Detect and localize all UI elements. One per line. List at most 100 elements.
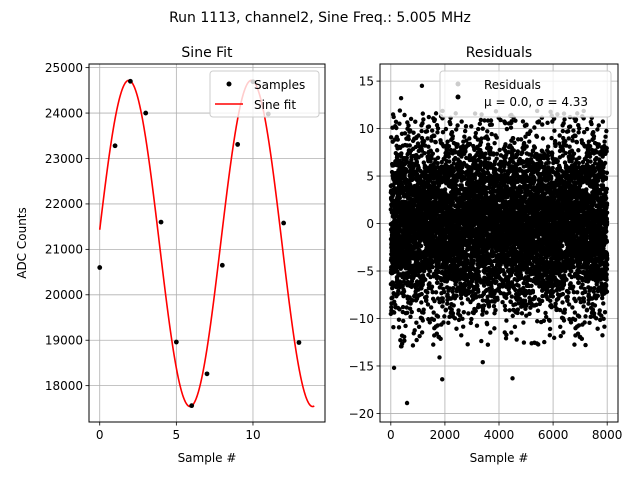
sample-point bbox=[219, 262, 225, 268]
residual-point bbox=[516, 283, 521, 288]
residual-point bbox=[461, 324, 466, 329]
residual-point bbox=[483, 151, 488, 156]
residual-point bbox=[454, 178, 459, 183]
residual-point bbox=[454, 127, 459, 132]
residual-point bbox=[451, 303, 456, 308]
residual-point bbox=[434, 331, 439, 336]
residual-point bbox=[399, 151, 404, 156]
residual-point bbox=[469, 316, 474, 322]
residual-point bbox=[420, 121, 425, 126]
legend-samples-marker bbox=[226, 81, 232, 87]
residual-point bbox=[458, 283, 463, 289]
residual-point bbox=[417, 333, 422, 339]
residual-point bbox=[451, 168, 457, 174]
x-tick-label: 8000 bbox=[592, 428, 623, 442]
residual-point bbox=[408, 314, 413, 319]
y-tick-label: 21000 bbox=[45, 243, 83, 257]
residual-point bbox=[425, 290, 430, 295]
residual-point bbox=[431, 317, 437, 323]
residual-point bbox=[456, 191, 462, 196]
residual-point bbox=[450, 289, 455, 294]
sample-point bbox=[235, 142, 241, 147]
residual-point bbox=[471, 258, 476, 264]
residual-point bbox=[412, 328, 417, 333]
residual-point bbox=[440, 299, 445, 304]
residual-point bbox=[467, 141, 473, 147]
sample-point bbox=[204, 371, 210, 377]
y-tick-label: 18000 bbox=[45, 379, 83, 393]
residual-point bbox=[454, 293, 459, 299]
residual-point bbox=[504, 126, 510, 132]
residual-point bbox=[390, 295, 395, 300]
residual-point bbox=[416, 133, 421, 138]
residual-point bbox=[468, 320, 473, 326]
y-tick-label: −20 bbox=[349, 407, 374, 421]
residual-point bbox=[424, 294, 429, 300]
residual-point bbox=[465, 342, 470, 347]
residual-point bbox=[420, 111, 426, 116]
residual-point bbox=[512, 324, 518, 330]
residual-point bbox=[450, 311, 456, 316]
residual-point bbox=[479, 338, 484, 344]
residual-point bbox=[398, 337, 403, 343]
residual-point bbox=[422, 151, 427, 156]
residual-point bbox=[428, 305, 434, 310]
residual-point bbox=[421, 138, 427, 144]
y-tick-label: 0 bbox=[366, 217, 374, 231]
residual-point bbox=[514, 337, 519, 342]
residual-point bbox=[448, 121, 453, 127]
residual-point bbox=[418, 243, 424, 249]
residual-point bbox=[458, 295, 464, 301]
residual-point bbox=[435, 323, 440, 328]
residual-point bbox=[459, 154, 464, 159]
residual-point bbox=[399, 183, 405, 189]
residual-point bbox=[401, 292, 406, 298]
residual-point bbox=[406, 123, 411, 128]
residual-point bbox=[432, 133, 437, 139]
residual-point bbox=[481, 303, 487, 308]
residual-point bbox=[430, 151, 436, 156]
x-tick-label: 0 bbox=[96, 428, 104, 442]
residual-point bbox=[415, 141, 421, 146]
residual-point bbox=[519, 311, 525, 316]
residual-point bbox=[447, 314, 452, 320]
x-tick-label: 6000 bbox=[538, 428, 569, 442]
residual-point bbox=[393, 119, 399, 124]
residual-point bbox=[478, 160, 483, 166]
residuals-data bbox=[388, 83, 610, 406]
residual-point bbox=[394, 125, 399, 131]
residual-point bbox=[497, 147, 502, 153]
residual-point bbox=[504, 332, 509, 338]
residual-point bbox=[433, 111, 439, 116]
x-tick-label: 2000 bbox=[430, 428, 461, 442]
residual-point bbox=[419, 128, 424, 134]
residual-point bbox=[484, 190, 489, 195]
residuals-panel: Residuals 0 2000 4000 6000 8000−20−15−10−505… bbox=[349, 45, 623, 465]
residual-point bbox=[462, 134, 467, 139]
residual-point bbox=[448, 296, 454, 301]
residual-point bbox=[419, 300, 424, 305]
residual-point bbox=[478, 117, 484, 123]
residual-point bbox=[480, 126, 485, 131]
residual-point bbox=[476, 289, 481, 294]
residual-point bbox=[424, 297, 429, 303]
legend-sine-fit-label: Sine fit bbox=[254, 98, 296, 112]
residual-point bbox=[489, 263, 495, 268]
residual-point bbox=[457, 313, 463, 318]
residual-point bbox=[407, 306, 413, 311]
residual-point bbox=[433, 139, 438, 145]
y-tick-label: 19000 bbox=[45, 334, 83, 348]
residual-point bbox=[434, 148, 440, 153]
residual-point bbox=[421, 307, 426, 312]
residual-point bbox=[509, 294, 515, 299]
residual-point bbox=[396, 199, 401, 204]
residual-point bbox=[488, 330, 493, 335]
residual-point bbox=[419, 291, 424, 297]
sample-point bbox=[112, 143, 118, 149]
residual-point bbox=[507, 290, 512, 295]
residual-point bbox=[475, 137, 481, 142]
residual-point bbox=[446, 151, 452, 156]
residual-point bbox=[425, 136, 430, 141]
residual-point bbox=[477, 183, 482, 189]
